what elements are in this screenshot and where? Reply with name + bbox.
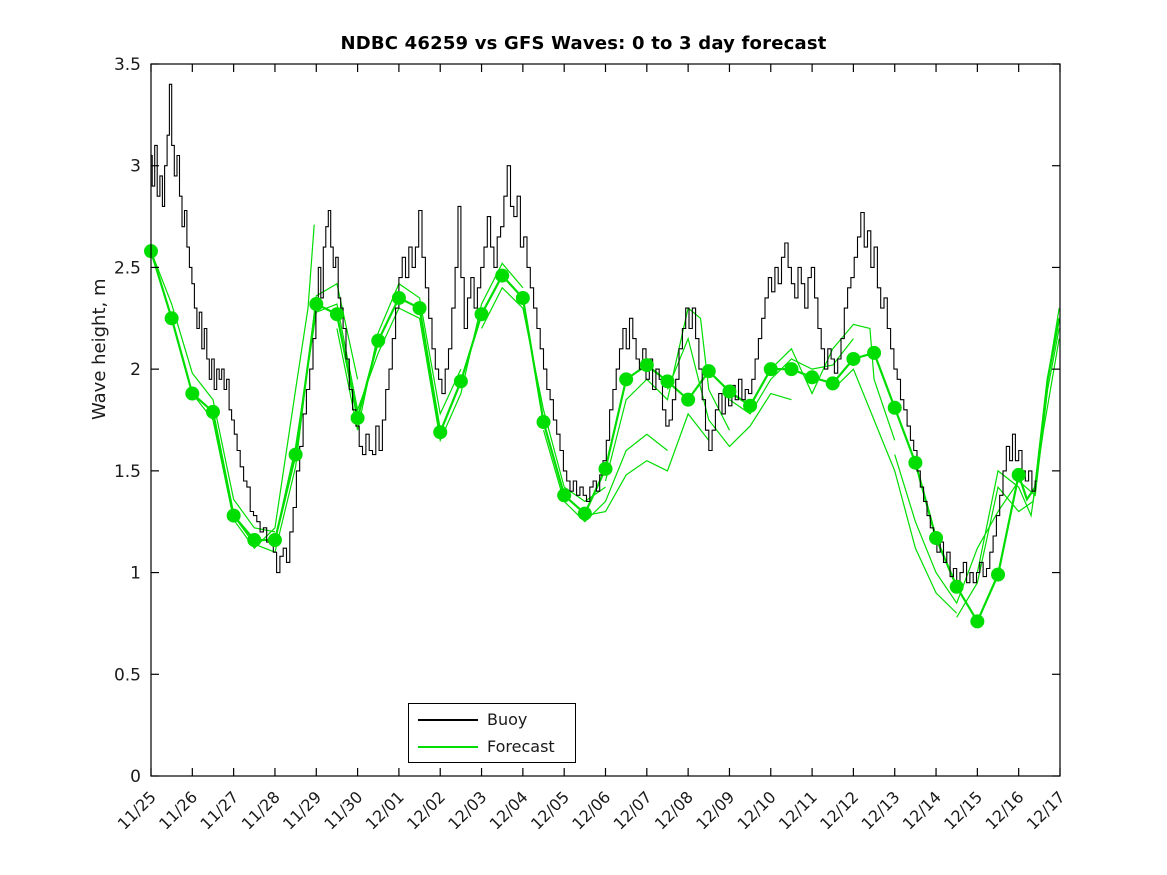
x-tick-label: 12/02: [403, 787, 449, 833]
forecast-line-swatch: [418, 745, 478, 748]
forecast-marker-dot: [309, 297, 324, 312]
forecast-marker-dot: [743, 398, 758, 413]
forecast-marker-dot: [763, 362, 778, 377]
forecast-marker-dot: [681, 392, 696, 407]
y-tick-label: 2: [130, 360, 141, 380]
x-tick-label: 11/25: [114, 787, 160, 833]
x-tick-label: 12/13: [858, 787, 904, 833]
x-tick-label: 12/10: [734, 787, 780, 833]
x-tick-label: 12/03: [444, 787, 490, 833]
forecast-marker-dot: [391, 290, 406, 305]
forecast-marker-dot: [495, 268, 510, 283]
x-tick-label: 12/17: [1023, 787, 1069, 833]
legend-label-forecast: Forecast: [487, 736, 555, 756]
forecast-marker-dot: [515, 290, 530, 305]
forecast-member-line: [976, 338, 1060, 573]
forecast-marker-dot: [949, 579, 964, 594]
x-tick-label: 12/12: [816, 787, 862, 833]
forecast-marker-dot: [701, 364, 716, 379]
forecast-marker-dot: [185, 386, 200, 401]
axes-box: [150, 63, 1061, 777]
forecast-marker-dot: [205, 404, 220, 419]
buoy-line: [151, 83, 1037, 584]
x-tick-label: 12/09: [692, 787, 738, 833]
x-tick-label: 12/14: [899, 787, 945, 833]
forecast-marker-dot: [329, 307, 344, 322]
forecast-marker-dot: [887, 400, 902, 415]
forecast-member-line: [956, 308, 1060, 618]
x-tick-label: 12/06: [568, 787, 614, 833]
x-tick-label: 11/26: [155, 787, 201, 833]
forecast-marker-dot: [247, 533, 262, 548]
x-tick-label: 12/11: [775, 787, 821, 833]
x-tick-label: 11/28: [238, 787, 284, 833]
y-tick-label: 1: [130, 564, 141, 584]
forecast-marker-dot: [267, 533, 282, 548]
x-tick-label: 11/30: [320, 787, 366, 833]
x-tick-label: 12/05: [527, 787, 573, 833]
forecast-marker-dot: [784, 362, 799, 377]
x-tick-label: 12/15: [940, 787, 986, 833]
forecast-marker-dot: [433, 425, 448, 440]
forecast-marker-dot: [846, 351, 861, 366]
forecast-marker-dot: [970, 614, 985, 629]
forecast-member-line: [191, 224, 315, 550]
forecast-marker-dot: [660, 374, 675, 389]
forecast-member-line: [770, 323, 896, 441]
forecast-member-line: [481, 286, 606, 503]
forecast-marker-dot: [412, 301, 427, 316]
forecast-marker-dot: [453, 374, 468, 389]
forecast-member-line: [542, 430, 668, 523]
x-tick-label: 12/07: [610, 787, 656, 833]
chart-title: NDBC 46259 vs GFS Waves: 0 to 3 day fore…: [340, 33, 827, 54]
forecast-member-line: [584, 412, 710, 517]
y-tick-label: 0.5: [114, 665, 141, 685]
forecast-marker-dot: [474, 307, 489, 322]
y-tick-label: 0: [130, 767, 141, 787]
forecast-marker-dot: [825, 376, 840, 391]
forecast-member-line: [150, 250, 276, 533]
legend-item-forecast: Forecast: [409, 734, 575, 759]
forecast-member-line: [666, 336, 792, 448]
forecast-member-line: [274, 303, 400, 541]
forecast-marker-dot: [371, 333, 386, 348]
forecast-marker-dot: [350, 410, 365, 425]
forecast-marker-dot: [929, 530, 944, 545]
forecast-marker-dot: [288, 447, 303, 462]
x-tick-label: 12/08: [651, 787, 697, 833]
forecast-member-line: [729, 338, 854, 415]
forecast-marker-dot: [991, 567, 1006, 582]
forecast-member-line: [398, 262, 524, 443]
legend-item-buoy: Buoy: [409, 707, 575, 732]
forecast-member-line: [832, 368, 958, 614]
x-tick-label: 11/29: [279, 787, 325, 833]
forecast-marker-dot: [577, 506, 592, 521]
forecast-marker-dot: [619, 372, 634, 387]
forecast-marker-dot: [598, 461, 613, 476]
y-tick-label: 3: [130, 157, 141, 177]
buoy-line-swatch: [418, 718, 478, 721]
y-tick-label: 1.5: [114, 462, 141, 482]
legend-label-buoy: Buoy: [487, 709, 528, 729]
x-tick-label: 12/01: [362, 787, 408, 833]
forecast-marker-dot: [722, 384, 737, 399]
forecast-marker-dot: [1011, 467, 1026, 482]
x-tick-label: 12/04: [486, 787, 532, 833]
forecast-marker-dot: [536, 415, 551, 430]
forecast-marker-dot: [226, 508, 241, 523]
x-tick-label: 11/27: [196, 787, 242, 833]
y-tick-label: 3.5: [114, 55, 141, 75]
forecast-marker-dot: [557, 488, 572, 503]
forecast-marker-dot: [164, 311, 179, 326]
forecast-marker-dot: [805, 370, 820, 385]
forecast-marker-dot: [639, 358, 654, 373]
x-tick-label: 12/16: [981, 787, 1027, 833]
forecast-marker-dot: [867, 345, 882, 360]
y-tick-label: 2.5: [114, 258, 141, 278]
forecast-marker-dot: [908, 455, 923, 470]
legend: Buoy Forecast: [408, 703, 576, 763]
